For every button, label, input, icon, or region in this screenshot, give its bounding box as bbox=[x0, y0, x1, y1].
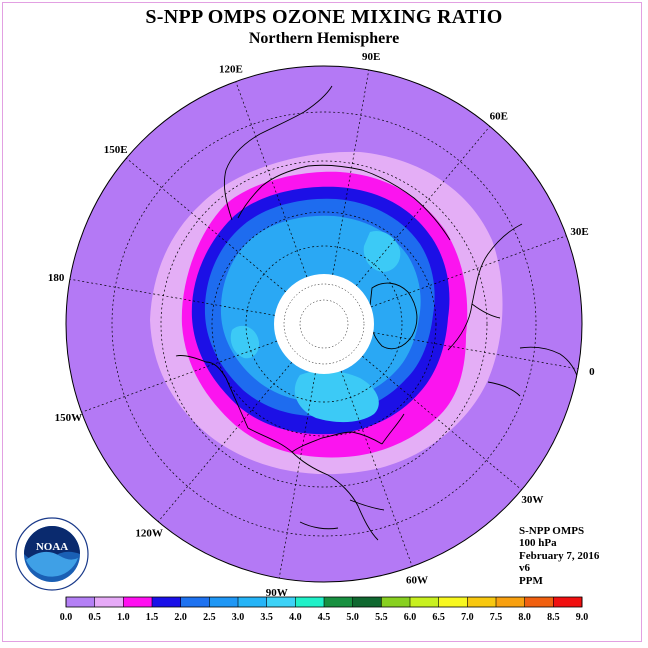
lat-circle-30 bbox=[111, 111, 537, 537]
ozone-contour-cyan-2 bbox=[363, 230, 401, 272]
info-units: PPM bbox=[519, 574, 543, 587]
colorbar-segment bbox=[410, 597, 440, 607]
colorbar-segment bbox=[496, 597, 526, 607]
colorbar-segment bbox=[438, 597, 468, 607]
colorbar-segment bbox=[94, 597, 124, 607]
colorbar-segment bbox=[152, 597, 182, 607]
ozone-contour-cyan-3 bbox=[230, 325, 260, 359]
colorbar-tick-label: 0.0 bbox=[60, 612, 73, 623]
colorbar-tick-label: 2.5 bbox=[203, 612, 216, 623]
meridian-line bbox=[373, 332, 579, 370]
coastline-eurasia bbox=[237, 164, 523, 351]
colorbar-segment bbox=[66, 597, 96, 607]
map-subtitle: Northern Hemisphere bbox=[248, 30, 400, 47]
colorbar-segment bbox=[324, 597, 354, 607]
page-frame bbox=[2, 2, 642, 642]
colorbar-tick-label: 4.0 bbox=[289, 612, 302, 623]
colorbar-tick-label: 5.0 bbox=[346, 612, 359, 623]
meridian-line bbox=[370, 235, 567, 308]
longitude-label: 150W bbox=[55, 412, 83, 424]
meridian-line bbox=[235, 81, 308, 278]
colorbar-tick-label: 8.5 bbox=[547, 612, 560, 623]
coastline-asia-east bbox=[223, 85, 333, 221]
meridian-line bbox=[278, 373, 316, 579]
lat-circle-60 bbox=[211, 211, 437, 437]
longitude-label: 30W bbox=[521, 494, 543, 506]
lat-circle-70 bbox=[245, 245, 403, 403]
noaa-logo: NOAA bbox=[15, 517, 89, 591]
info-date: February 7, 2016 bbox=[519, 549, 600, 562]
meridian-line bbox=[81, 340, 278, 413]
meridian-line bbox=[126, 157, 286, 293]
colorbar-segment bbox=[381, 597, 411, 607]
info-block: S-NPP OMPS 100 hPa February 7, 2016 v6 P… bbox=[519, 525, 599, 587]
longitude-label: 60E bbox=[490, 111, 508, 123]
meridian-line bbox=[332, 69, 370, 275]
colorbar-tick-label: 4.5 bbox=[318, 612, 331, 623]
colorbar-segment bbox=[238, 597, 268, 607]
colorbar-tick-label: 5.5 bbox=[375, 612, 388, 623]
longitude-label: 180 bbox=[48, 272, 65, 284]
colorbar-segment bbox=[295, 597, 325, 607]
colorbar-segment bbox=[266, 597, 296, 607]
meridian-line bbox=[69, 278, 275, 316]
colorbar-tick-label: 0.5 bbox=[88, 612, 101, 623]
colorbar-segment bbox=[524, 597, 554, 607]
ozone-contour-cyan-1 bbox=[294, 370, 379, 423]
meridian-line bbox=[362, 355, 522, 491]
coastline-caribbean bbox=[299, 499, 385, 530]
colorbar-segment bbox=[123, 597, 153, 607]
map-border bbox=[65, 65, 583, 583]
colorbar-tick-label: 7.5 bbox=[490, 612, 503, 623]
meridian-line bbox=[157, 362, 293, 522]
graticule bbox=[111, 111, 537, 537]
colorbar-segment bbox=[352, 597, 382, 607]
colorbar-tick-label: 2.0 bbox=[174, 612, 187, 623]
polar-graticule bbox=[283, 283, 365, 365]
longitude-label: 60W bbox=[406, 575, 428, 587]
lat-circle-45 bbox=[160, 160, 488, 488]
colorbar-tick-label: 3.5 bbox=[260, 612, 273, 623]
colorbar-tick-label: 6.0 bbox=[404, 612, 417, 623]
colorbar-tick-label: 9.0 bbox=[576, 612, 589, 623]
colorbar-tick-label: 6.5 bbox=[432, 612, 445, 623]
info-version: v6 bbox=[519, 562, 530, 575]
coastline-north-america bbox=[175, 355, 405, 541]
meridian-spokes bbox=[69, 69, 579, 579]
meridian-line bbox=[355, 126, 491, 286]
colorbar-segment bbox=[553, 597, 583, 607]
longitude-label: 0 bbox=[589, 366, 595, 378]
polar-night-hole bbox=[274, 274, 374, 374]
map-title: S-NPP OMPS OZONE MIXING RATIO bbox=[145, 6, 503, 28]
longitude-label: 120W bbox=[135, 527, 163, 539]
longitude-label: 90E bbox=[362, 51, 380, 63]
longitude-labels: 90E 60E 30E 0 30W 60W 90W 120W 150W 180 150E 120E bbox=[48, 51, 595, 599]
colorbar-segment bbox=[180, 597, 210, 607]
colorbar-segment bbox=[209, 597, 239, 607]
longitude-label: 120E bbox=[219, 63, 243, 75]
longitude-label: 150E bbox=[104, 144, 128, 156]
info-instrument: S-NPP OMPS bbox=[519, 525, 585, 537]
noaa-logo-text: NOAA bbox=[36, 541, 68, 553]
colorbar-segment bbox=[467, 597, 497, 607]
colorbar-tick-label: 7.0 bbox=[461, 612, 474, 623]
colorbar: 0.0 0.5 1.0 1.5 2.0 2.5 3.0 3.5 4.0 4.5 5.0 5.5 6.0 6… bbox=[60, 596, 589, 623]
colorbar-tick-label: 3.0 bbox=[232, 612, 245, 623]
colorbar-tick-label: 8.0 bbox=[518, 612, 531, 623]
info-pressure: 100 hPa bbox=[519, 537, 557, 550]
colorbar-tick-label: 1.5 bbox=[146, 612, 159, 623]
longitude-label: 30E bbox=[570, 226, 588, 238]
longitude-label: 90W bbox=[266, 587, 288, 599]
colorbar-tick-label: 1.0 bbox=[117, 612, 130, 623]
meridian-line bbox=[340, 370, 413, 567]
